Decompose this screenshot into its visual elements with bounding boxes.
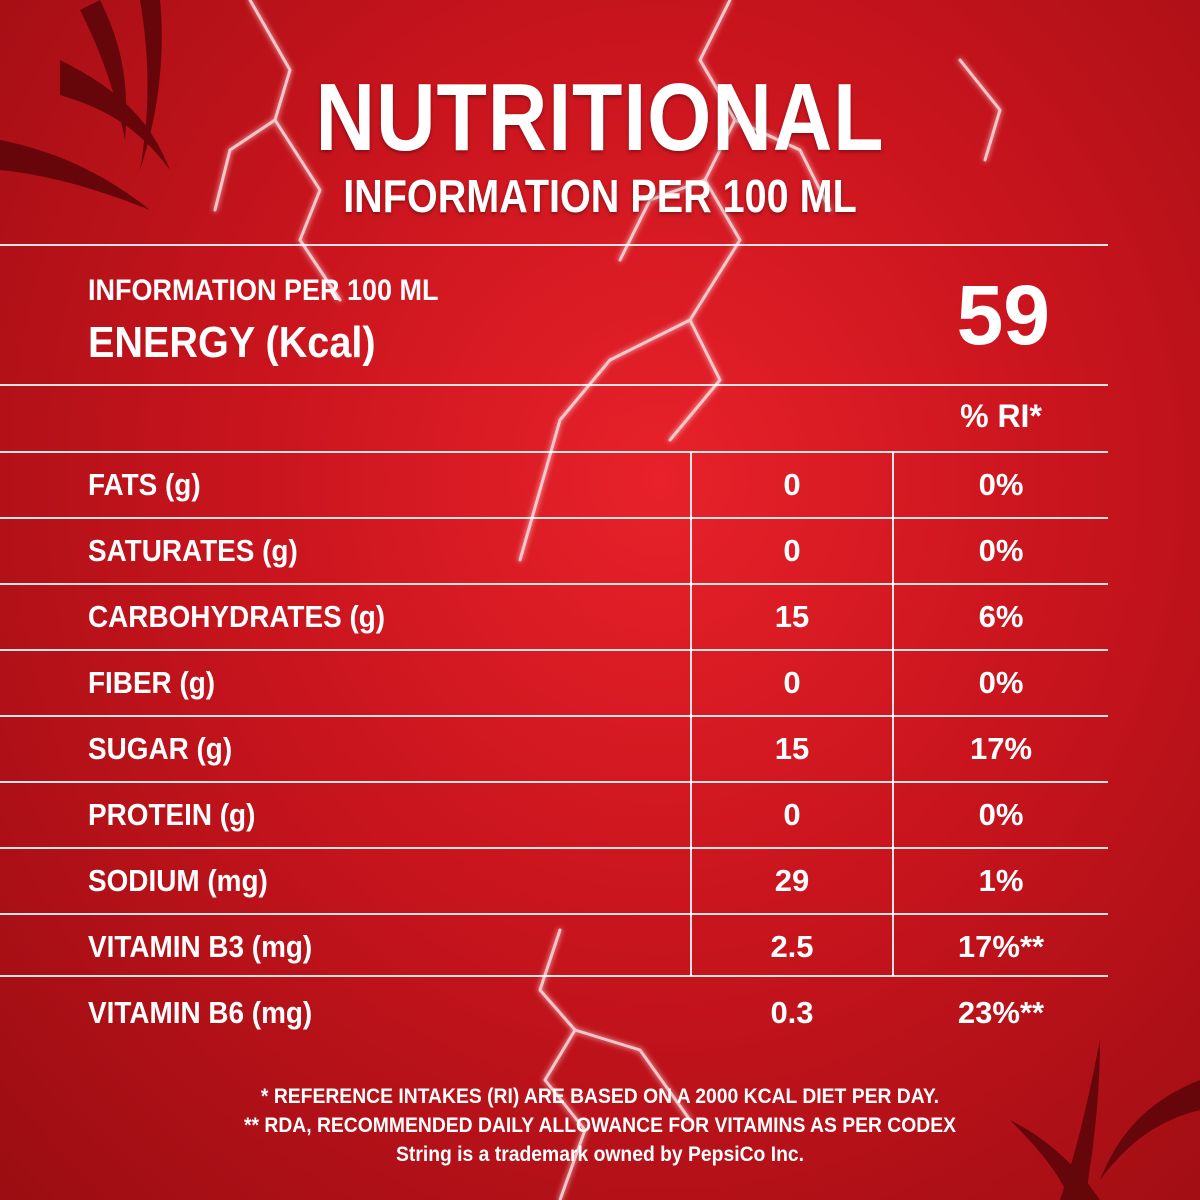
nutrient-ri: 0% bbox=[978, 467, 1024, 502]
nutrient-ri: 17% bbox=[969, 731, 1033, 766]
table-row: FIBER (g) 0 0% bbox=[0, 651, 1108, 715]
nutrient-name: FATS (g) bbox=[88, 467, 201, 502]
nutrient-amount: 2.5 bbox=[770, 929, 814, 964]
nutrient-ri: 0% bbox=[978, 797, 1024, 832]
nutrient-amount: 0 bbox=[783, 797, 801, 832]
page-title: NUTRITIONAL bbox=[315, 64, 885, 171]
nutrient-ri: 0% bbox=[978, 665, 1024, 700]
nutrient-name: PROTEIN (g) bbox=[88, 797, 256, 832]
page-subtitle: INFORMATION PER 100 ML bbox=[343, 170, 857, 222]
energy-value: 59 bbox=[956, 268, 1050, 362]
trademark-note: String is a trademark owned by PepsiCo I… bbox=[396, 1143, 804, 1166]
nutrient-name: FIBER (g) bbox=[88, 665, 216, 700]
divider bbox=[0, 451, 1108, 453]
column-divider bbox=[892, 452, 894, 976]
divider bbox=[0, 384, 1108, 386]
table-row: SUGAR (g) 15 17% bbox=[0, 717, 1108, 781]
nutrient-ri: 6% bbox=[978, 599, 1024, 634]
footnote-ri: * REFERENCE INTAKES (RI) ARE BASED ON A … bbox=[260, 1085, 940, 1108]
table-row: FATS (g) 0 0% bbox=[0, 453, 1108, 517]
nutrient-ri: 1% bbox=[978, 863, 1024, 898]
table-row: SODIUM (mg) 29 1% bbox=[0, 849, 1108, 913]
nutrient-name: SATURATES (g) bbox=[88, 533, 298, 568]
divider bbox=[0, 975, 1108, 977]
divider bbox=[0, 847, 1108, 849]
table-row: VITAMIN B6 (mg) 0.3 23%** bbox=[0, 981, 1108, 1045]
table-row: VITAMIN B3 (mg) 2.5 17%** bbox=[0, 915, 1108, 979]
lightning-bolt-icon bbox=[213, 0, 1002, 1200]
divider bbox=[0, 649, 1108, 651]
nutrient-amount: 0 bbox=[783, 665, 801, 700]
table-row: PROTEIN (g) 0 0% bbox=[0, 783, 1108, 847]
nutrient-name: SODIUM (mg) bbox=[88, 863, 268, 898]
divider bbox=[0, 913, 1108, 915]
thorn-ornament-icon bbox=[0, 0, 170, 210]
column-divider bbox=[690, 452, 692, 976]
nutrient-name: VITAMIN B6 (mg) bbox=[88, 995, 313, 1030]
divider bbox=[0, 583, 1108, 585]
divider bbox=[0, 715, 1108, 717]
nutrient-amount: 0 bbox=[783, 467, 801, 502]
divider bbox=[0, 781, 1108, 783]
nutrient-ri: 23%** bbox=[957, 995, 1045, 1030]
thorn-ornament-icon bbox=[1010, 1040, 1200, 1200]
nutrient-name: VITAMIN B3 (mg) bbox=[88, 929, 313, 964]
nutrient-amount: 0 bbox=[783, 533, 801, 568]
nutrient-ri: 17%** bbox=[957, 929, 1045, 964]
energy-label: ENERGY (Kcal) bbox=[88, 318, 376, 367]
table-row: SATURATES (g) 0 0% bbox=[0, 519, 1108, 583]
footnote-rda: ** RDA, RECOMMENDED DAILY ALLOWANCE FOR … bbox=[243, 1114, 957, 1137]
nutrient-name: SUGAR (g) bbox=[88, 731, 233, 766]
divider bbox=[0, 517, 1108, 519]
nutrient-name: CARBOHYDRATES (g) bbox=[88, 599, 386, 634]
nutrient-amount: 0.3 bbox=[770, 995, 814, 1030]
nutrient-amount: 29 bbox=[774, 863, 810, 898]
nutrient-amount: 15 bbox=[774, 731, 810, 766]
nutrient-amount: 15 bbox=[774, 599, 810, 634]
nutrient-ri: 0% bbox=[978, 533, 1024, 568]
divider bbox=[0, 244, 1108, 246]
table-row: CARBOHYDRATES (g) 15 6% bbox=[0, 585, 1108, 649]
energy-pre-label: INFORMATION PER 100 ML bbox=[88, 274, 439, 307]
footnotes: * REFERENCE INTAKES (RI) ARE BASED ON A … bbox=[0, 1082, 1200, 1169]
ri-column-header: % RI* bbox=[960, 398, 1042, 434]
